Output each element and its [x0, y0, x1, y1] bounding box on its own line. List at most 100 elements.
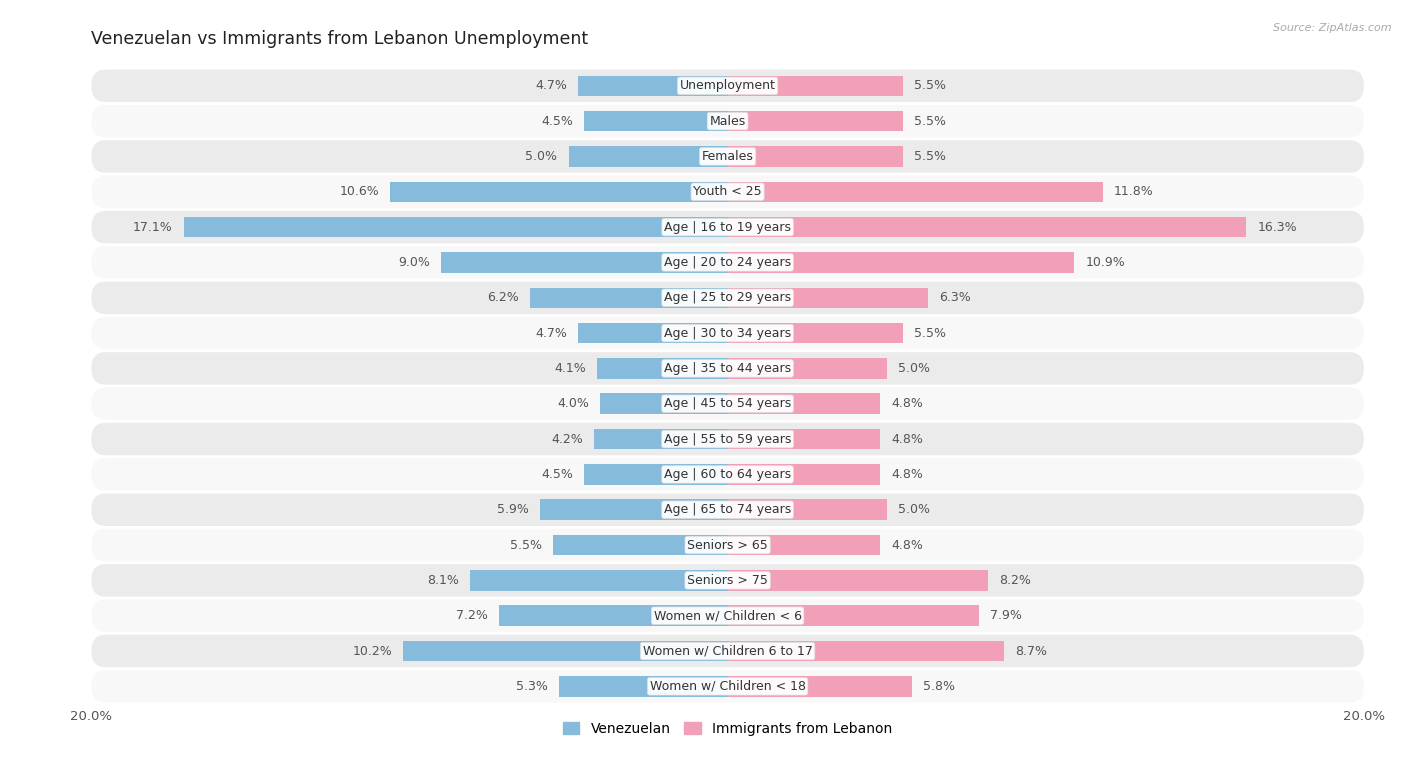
Text: 16.3%: 16.3% — [1257, 220, 1296, 234]
Bar — [728, 428, 880, 450]
FancyBboxPatch shape — [91, 458, 1364, 491]
Text: 4.5%: 4.5% — [541, 114, 574, 128]
Bar — [530, 288, 728, 308]
Text: Age | 60 to 64 years: Age | 60 to 64 years — [664, 468, 792, 481]
Bar — [728, 676, 912, 696]
Text: Age | 35 to 44 years: Age | 35 to 44 years — [664, 362, 792, 375]
Bar — [728, 394, 880, 414]
Text: Age | 30 to 34 years: Age | 30 to 34 years — [664, 326, 792, 340]
FancyBboxPatch shape — [91, 176, 1364, 208]
Text: 8.7%: 8.7% — [1015, 644, 1047, 658]
FancyBboxPatch shape — [91, 388, 1364, 420]
Text: 4.2%: 4.2% — [551, 432, 583, 446]
Text: Women w/ Children < 6: Women w/ Children < 6 — [654, 609, 801, 622]
FancyBboxPatch shape — [91, 670, 1364, 702]
Bar — [728, 217, 1246, 238]
Text: 8.1%: 8.1% — [427, 574, 458, 587]
Text: 5.3%: 5.3% — [516, 680, 548, 693]
Text: 4.0%: 4.0% — [557, 397, 589, 410]
Text: Women w/ Children < 18: Women w/ Children < 18 — [650, 680, 806, 693]
Bar — [600, 394, 728, 414]
Text: 10.9%: 10.9% — [1085, 256, 1125, 269]
Text: 17.1%: 17.1% — [132, 220, 173, 234]
Text: 6.3%: 6.3% — [939, 291, 972, 304]
Text: 4.8%: 4.8% — [891, 397, 924, 410]
Bar — [585, 464, 728, 484]
Bar — [184, 217, 728, 238]
Text: 5.5%: 5.5% — [914, 150, 946, 163]
Text: 9.0%: 9.0% — [398, 256, 430, 269]
Bar — [578, 322, 728, 344]
Text: 5.9%: 5.9% — [496, 503, 529, 516]
Bar — [728, 111, 903, 132]
FancyBboxPatch shape — [91, 246, 1364, 279]
Bar — [404, 640, 728, 662]
FancyBboxPatch shape — [91, 317, 1364, 349]
Text: 8.2%: 8.2% — [1000, 574, 1032, 587]
Bar — [598, 358, 728, 378]
FancyBboxPatch shape — [91, 211, 1364, 243]
Text: 11.8%: 11.8% — [1114, 185, 1154, 198]
Text: Youth < 25: Youth < 25 — [693, 185, 762, 198]
Text: 4.8%: 4.8% — [891, 432, 924, 446]
Text: 5.5%: 5.5% — [914, 326, 946, 340]
Text: 6.2%: 6.2% — [488, 291, 519, 304]
Bar — [391, 182, 728, 202]
Text: Unemployment: Unemployment — [679, 79, 776, 92]
Text: 5.5%: 5.5% — [509, 538, 541, 552]
FancyBboxPatch shape — [91, 352, 1364, 385]
Bar — [728, 534, 880, 556]
Bar — [553, 534, 728, 556]
Text: 5.8%: 5.8% — [924, 680, 955, 693]
Text: 4.7%: 4.7% — [536, 326, 567, 340]
Text: Seniors > 75: Seniors > 75 — [688, 574, 768, 587]
Bar — [441, 252, 728, 273]
Bar — [578, 76, 728, 96]
Text: Venezuelan vs Immigrants from Lebanon Unemployment: Venezuelan vs Immigrants from Lebanon Un… — [91, 30, 589, 48]
Bar — [728, 288, 928, 308]
Bar — [728, 358, 887, 378]
Bar — [728, 146, 903, 167]
FancyBboxPatch shape — [91, 600, 1364, 632]
Bar — [540, 500, 728, 520]
Text: Males: Males — [710, 114, 745, 128]
Text: 4.7%: 4.7% — [536, 79, 567, 92]
Text: 7.9%: 7.9% — [990, 609, 1022, 622]
Text: Females: Females — [702, 150, 754, 163]
Text: Age | 45 to 54 years: Age | 45 to 54 years — [664, 397, 792, 410]
Text: 5.0%: 5.0% — [898, 362, 929, 375]
Text: Age | 16 to 19 years: Age | 16 to 19 years — [664, 220, 792, 234]
Text: Age | 55 to 59 years: Age | 55 to 59 years — [664, 432, 792, 446]
Text: 5.5%: 5.5% — [914, 79, 946, 92]
Bar — [728, 76, 903, 96]
Text: 4.8%: 4.8% — [891, 468, 924, 481]
Bar — [728, 500, 887, 520]
Text: 10.6%: 10.6% — [339, 185, 380, 198]
FancyBboxPatch shape — [91, 105, 1364, 137]
Bar — [560, 676, 728, 696]
Bar — [585, 111, 728, 132]
FancyBboxPatch shape — [91, 529, 1364, 561]
FancyBboxPatch shape — [91, 140, 1364, 173]
Bar — [470, 570, 728, 590]
Bar — [499, 606, 728, 626]
Text: 5.0%: 5.0% — [526, 150, 557, 163]
Bar — [728, 464, 880, 484]
Bar — [568, 146, 728, 167]
FancyBboxPatch shape — [91, 635, 1364, 667]
Text: 5.0%: 5.0% — [898, 503, 929, 516]
Bar — [728, 640, 1004, 662]
Text: Age | 20 to 24 years: Age | 20 to 24 years — [664, 256, 792, 269]
Text: Seniors > 65: Seniors > 65 — [688, 538, 768, 552]
Text: 10.2%: 10.2% — [353, 644, 392, 658]
FancyBboxPatch shape — [91, 70, 1364, 102]
Text: 4.1%: 4.1% — [554, 362, 586, 375]
Text: 4.8%: 4.8% — [891, 538, 924, 552]
Bar — [728, 606, 979, 626]
Legend: Venezuelan, Immigrants from Lebanon: Venezuelan, Immigrants from Lebanon — [557, 716, 898, 742]
Text: Source: ZipAtlas.com: Source: ZipAtlas.com — [1274, 23, 1392, 33]
FancyBboxPatch shape — [91, 494, 1364, 526]
Text: Age | 65 to 74 years: Age | 65 to 74 years — [664, 503, 792, 516]
Text: 5.5%: 5.5% — [914, 114, 946, 128]
FancyBboxPatch shape — [91, 423, 1364, 455]
